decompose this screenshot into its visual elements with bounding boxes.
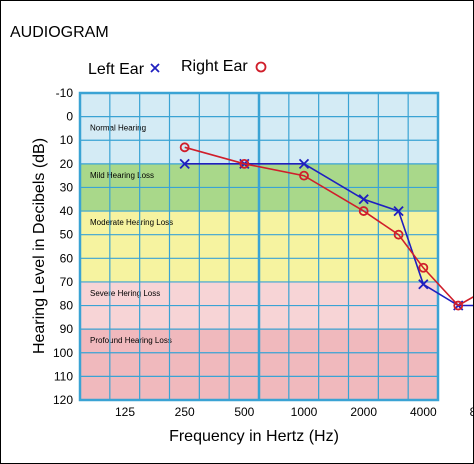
hearing-band-labels: Normal Hearing Mild Hearing Loss Moderate … [90, 124, 173, 346]
right-ear-point [453, 300, 464, 311]
y-tick-label: 0 [66, 110, 73, 124]
legend-circle-marker [255, 61, 267, 73]
cross-stroke [418, 279, 429, 290]
y-tick-label: 70 [60, 275, 74, 289]
legend-cross-marker [150, 63, 160, 73]
legend-left-ear-label: Left Ear [88, 61, 145, 78]
y-tick-labels: -10 0 10 20 30 40 50 60 70 80 90 100 110 120 [53, 86, 73, 407]
left-ear-point [179, 158, 190, 169]
left-ear-point [358, 194, 369, 205]
left-ear-point [418, 279, 429, 290]
grid-lines [78, 91, 440, 402]
left-ear-line [184, 163, 473, 307]
x-tick-label: 8000 [470, 405, 473, 419]
cross-stroke [393, 205, 404, 217]
y-tick-label: 100 [53, 346, 73, 360]
x-tick-label: 2000 [350, 405, 377, 419]
band-label-3: Severe Hering Loss [90, 289, 160, 298]
chart-title: AUDIOGRAM [10, 24, 109, 41]
right-ear-point [239, 158, 250, 169]
y-tick-label: 40 [60, 204, 74, 218]
band-label-0: Normal Hearing [90, 124, 146, 133]
plot-border [78, 91, 440, 402]
cross-stroke [358, 194, 369, 205]
cross-stroke [298, 158, 310, 169]
y-tick-label: 50 [60, 228, 74, 242]
right-ear-point [393, 229, 404, 240]
x-axis-label: Frequency in Hertz (Hz) [169, 428, 339, 445]
y-tick-label: 110 [54, 369, 73, 383]
x-tick-label: 500 [234, 405, 254, 419]
left-ear-point [298, 158, 310, 169]
y-tick-label: 90 [60, 322, 74, 336]
right-ear-line [184, 146, 473, 307]
y-tick-label: 30 [60, 180, 74, 194]
legend-left-ear-marker [150, 63, 160, 73]
y-tick-label: 20 [60, 157, 74, 171]
y-tick-label: -10 [56, 86, 74, 100]
left-ear-point [393, 205, 404, 217]
band-label-2: Moderate Hearing Loss [90, 218, 173, 227]
y-tick-label: 120 [53, 393, 73, 407]
y-tick-label: 10 [60, 133, 74, 147]
legend-right-ear-marker [255, 61, 267, 73]
data-series [179, 142, 473, 311]
y-tick-label: 60 [60, 251, 74, 265]
x-tick-label: 1000 [291, 405, 318, 419]
cross-stroke [150, 63, 160, 73]
legend: Left Ear Right Ear [88, 58, 267, 78]
x-tick-label: 4000 [410, 405, 437, 419]
legend-right-ear-label: Right Ear [181, 58, 248, 75]
band-label-1: Mild Hearing Loss [90, 171, 154, 180]
y-axis-label: Hearing Level in Decibels (dB) [31, 138, 48, 354]
x-tick-labels: 125 250 500 1000 2000 4000 8000 [115, 405, 473, 419]
cross-stroke [179, 158, 190, 169]
band-label-4: Profound Hearing Loss [90, 336, 172, 345]
right-ear-point [418, 262, 429, 273]
x-tick-label: 125 [115, 405, 135, 419]
right-ear-point [179, 142, 190, 153]
right-ear-point [358, 206, 369, 216]
right-ear-point [299, 170, 309, 181]
y-tick-label: 80 [60, 299, 74, 313]
x-tick-label: 250 [175, 405, 195, 419]
